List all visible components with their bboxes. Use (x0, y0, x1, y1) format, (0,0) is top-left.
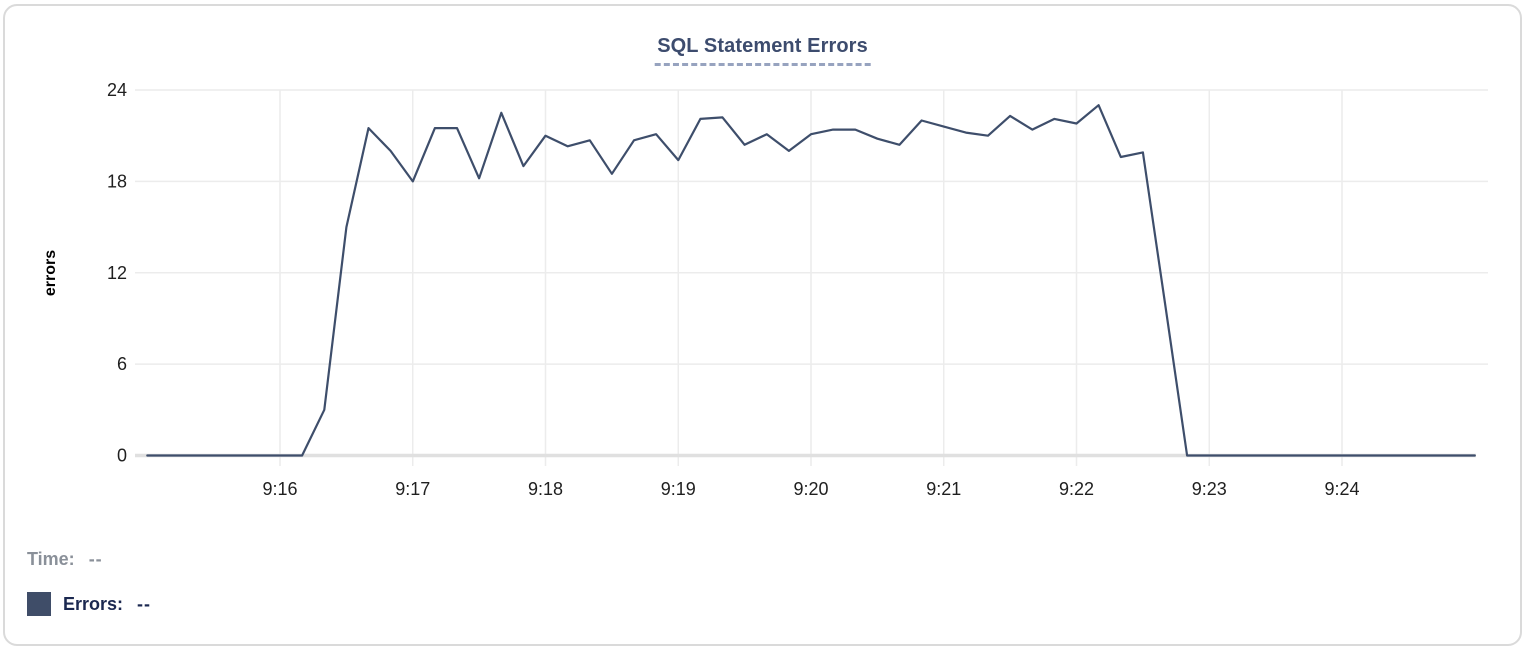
errors-readout-label: Errors: (63, 593, 124, 614)
chart-title[interactable]: SQL Statement Errors (654, 35, 871, 66)
x-tick-label: 9:20 (793, 479, 828, 499)
time-readout-label: Time: (27, 549, 75, 569)
x-tick-label: 9:18 (528, 479, 563, 499)
y-tick-label: 6 (117, 354, 127, 374)
x-axis-tick-labels: 9:16 9:17 9:18 9:19 9:20 9:21 9:22 9:23 9:24 (262, 479, 1359, 499)
y-axis-tick-labels: 0 6 12 18 24 (107, 80, 127, 466)
errors-legend-swatch (27, 592, 51, 616)
x-tick-label: 9:19 (661, 479, 696, 499)
x-tick-label: 9:23 (1192, 479, 1227, 499)
time-readout: Time: -- (27, 549, 103, 570)
y-axis-label: errors (42, 250, 59, 296)
errors-readout-value: -- (137, 593, 152, 614)
y-axis-title: errors (42, 250, 59, 296)
x-tick-label: 9:17 (395, 479, 430, 499)
chart-plot-area[interactable]: 0 6 12 18 24 9:16 9:17 9:18 9:19 9:20 9:21 9:22 9:2… (5, 6, 1528, 511)
x-tick-label: 9:24 (1324, 479, 1359, 499)
gridlines (135, 89, 1488, 466)
time-readout-value: -- (88, 549, 103, 569)
x-tick-label: 9:21 (926, 479, 961, 499)
y-tick-label: 12 (107, 263, 127, 283)
x-tick-label: 9:16 (262, 479, 297, 499)
y-tick-label: 0 (117, 446, 127, 466)
x-tick-label: 9:22 (1059, 479, 1094, 499)
y-tick-label: 18 (107, 171, 127, 191)
chart-card: SQL Statement Errors 0 6 12 18 24 9:16 9:17 9:… (3, 4, 1522, 646)
errors-line-series (146, 104, 1476, 457)
y-tick-label: 24 (107, 80, 127, 100)
errors-readout: Errors: -- (27, 592, 151, 616)
